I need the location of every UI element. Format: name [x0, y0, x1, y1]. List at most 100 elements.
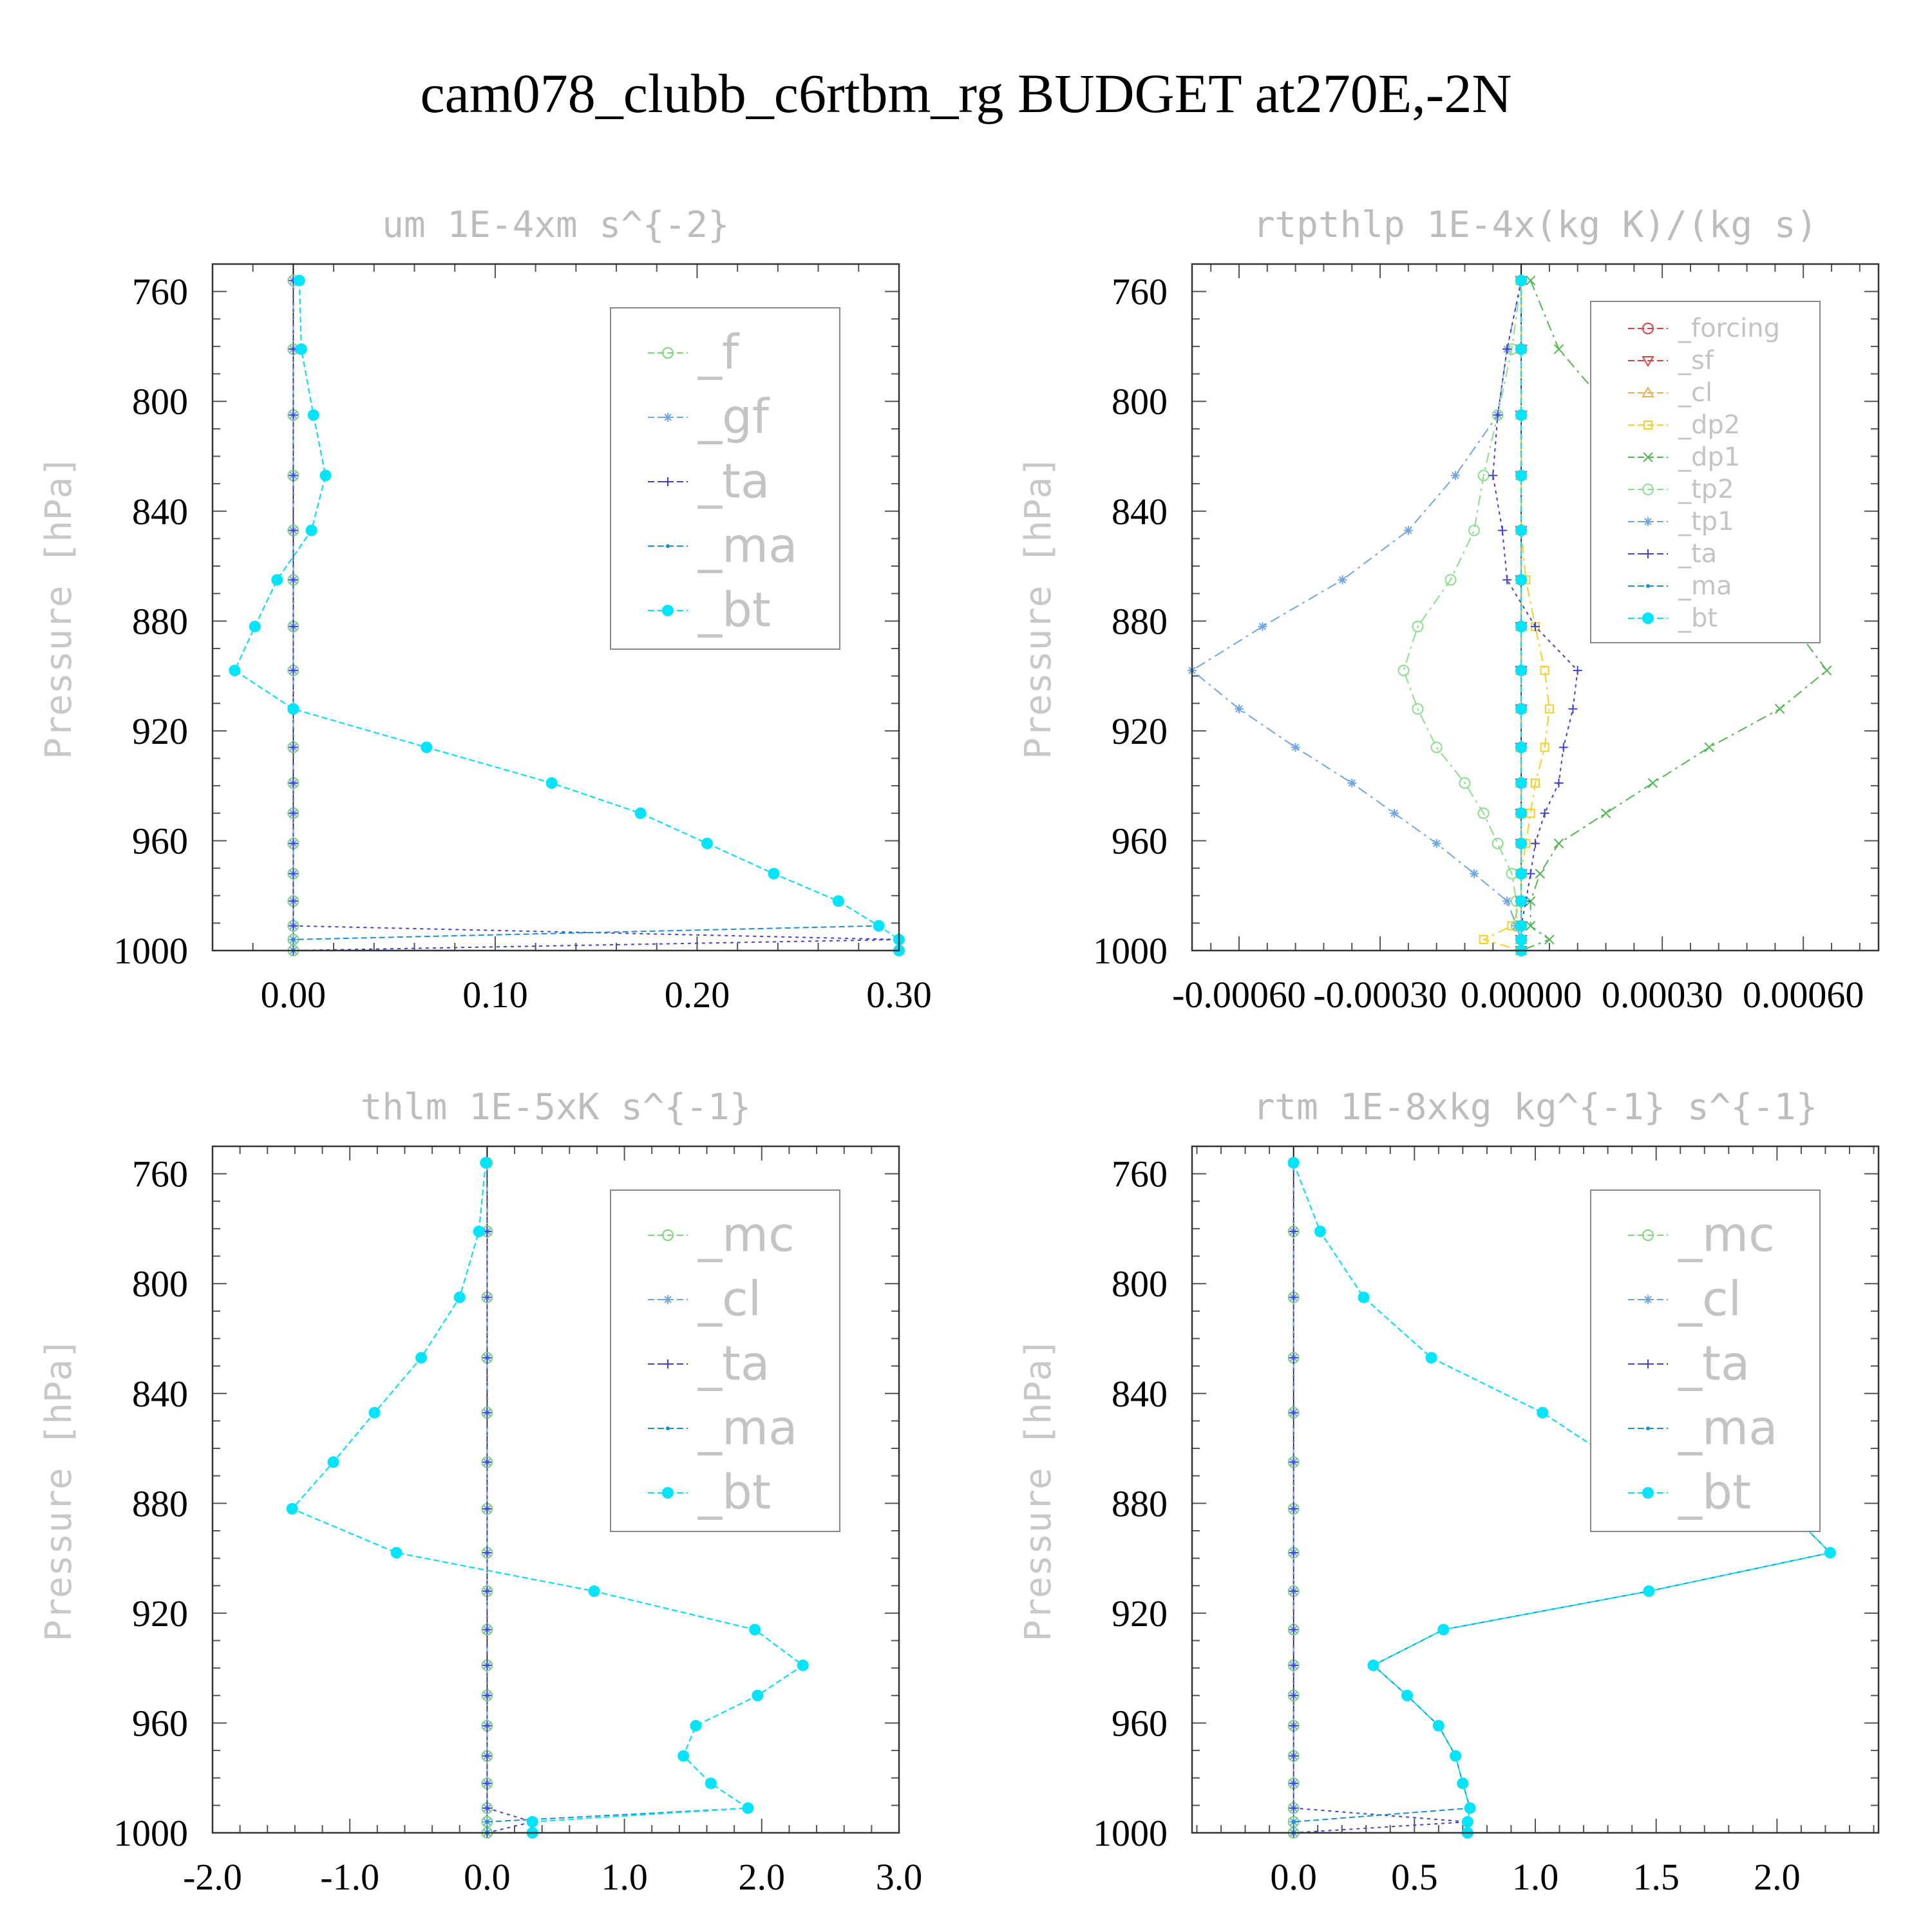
data-point-dp2	[1479, 934, 1488, 944]
data-point-ta	[482, 1625, 492, 1634]
data-point-ta	[1289, 1690, 1298, 1700]
data-point-bt	[271, 574, 283, 586]
data-point-bt	[1515, 807, 1528, 819]
data-point-tp1	[1450, 471, 1460, 480]
data-point-ta	[1289, 1779, 1298, 1788]
data-point-tp1	[1338, 575, 1347, 585]
data-point-dp1	[1535, 868, 1546, 879]
legend-marker	[1646, 584, 1650, 588]
data-point-bt	[307, 409, 319, 421]
y-tick-label: 1000	[1093, 1812, 1168, 1854]
legend: _mc _cl _ta _ma _bt	[1590, 1189, 1821, 1532]
legend-entry: _cl	[697, 1271, 761, 1327]
data-point-bt	[1515, 409, 1528, 421]
data-point-bt	[286, 1502, 298, 1515]
legend-marker	[1643, 1359, 1653, 1368]
data-point-bt	[453, 1291, 466, 1303]
data-point-bt	[319, 469, 332, 482]
data-point-bt	[1401, 1689, 1414, 1701]
data-point-bt	[1432, 1719, 1444, 1732]
data-point-bt	[545, 777, 558, 789]
y-tick-label: 800	[132, 1263, 188, 1305]
x-tick-label: -1.0	[320, 1856, 379, 1898]
y-tick-label: 920	[1112, 710, 1168, 752]
legend-entry: _bt	[1678, 1464, 1751, 1520]
legend-entry: _mc	[1678, 1207, 1775, 1262]
data-point-bt	[1515, 469, 1528, 482]
x-tick-label: 0.20	[665, 974, 730, 1016]
legend-entry: _ta	[1678, 1336, 1750, 1391]
data-point-bt	[701, 837, 714, 849]
data-point-tp2	[1459, 777, 1471, 789]
data-point-ta	[482, 1721, 492, 1730]
y-tick-label: 880	[132, 600, 188, 642]
data-point-ta	[289, 526, 298, 535]
y-tick-label: 840	[1112, 1373, 1168, 1415]
panel-1: um 1E-4xm s^{-2} Pressure [hPa] 760 800 840 8…	[38, 204, 932, 1016]
legend-entry: _f	[697, 325, 740, 380]
y-tick-label: 800	[1112, 1263, 1168, 1305]
data-point-tp1	[1291, 743, 1300, 752]
y-tick-label: 960	[132, 820, 188, 862]
x-tick-label: 1.5	[1633, 1856, 1680, 1898]
data-point-bt	[1515, 665, 1528, 677]
data-point-tp1	[1432, 838, 1441, 848]
data-point-bt	[390, 1547, 402, 1559]
legend-entry: _dp1	[1678, 442, 1740, 472]
y-tick-label: 960	[1112, 820, 1168, 862]
data-point-ta	[482, 1751, 492, 1761]
legend-marker	[1642, 612, 1654, 624]
y-tick-label: 960	[132, 1702, 188, 1744]
data-point-bt	[1515, 920, 1528, 932]
data-point-dp1	[1525, 920, 1536, 931]
data-point-dp2	[1531, 778, 1540, 788]
data-point-ta	[1289, 1721, 1298, 1730]
legend-entry: _tp1	[1678, 507, 1734, 536]
data-point-bt	[1515, 274, 1528, 287]
data-point-bt	[873, 920, 885, 932]
x-tick-label: -0.00030	[1313, 974, 1447, 1016]
series-line-tp2	[1403, 280, 1522, 951]
panel-title: rtm 1E-8xkg kg^{-1} s^{-1}	[1253, 1086, 1818, 1128]
plot-frame	[1191, 263, 1880, 952]
data-point-tp2	[1492, 837, 1504, 849]
legend-entry: _dp2	[1678, 410, 1740, 440]
legend-marker	[663, 413, 672, 422]
legend-entry: _ma	[1678, 1400, 1777, 1455]
data-point-ta	[1531, 838, 1540, 848]
data-point-bt	[1515, 574, 1528, 586]
x-tick-label: 0.00030	[1602, 974, 1723, 1016]
legend-entry: _bt	[1678, 603, 1718, 633]
data-point-ta	[482, 1660, 492, 1670]
data-point-bt	[1515, 741, 1528, 753]
panel-3: thlm 1E-5xK s^{-1} Pressure [hPa] 760 800 84…	[38, 1086, 922, 1898]
data-point-bt	[415, 1352, 428, 1364]
data-point-ma	[291, 937, 296, 942]
y-tick-label: 760	[132, 271, 188, 313]
y-tick-label: 960	[1112, 1702, 1168, 1744]
y-tick-label: 760	[1112, 1153, 1168, 1195]
data-point-ta	[1289, 1408, 1298, 1417]
legend-box	[610, 1189, 840, 1532]
legend-marker	[1643, 517, 1653, 526]
y-tick-label: 1000	[113, 930, 188, 972]
legend-marker	[666, 1426, 670, 1430]
y-axis-label: Pressure [hPa]	[1018, 455, 1059, 759]
data-point-dp2	[1540, 666, 1549, 676]
data-point-dp1	[1647, 778, 1658, 788]
data-point-dp2	[1544, 704, 1554, 714]
page-title: cam078_clubb_c6rtbm_rg BUDGET at270E,-2N	[420, 62, 1512, 124]
x-tick-label: 0.0	[464, 1856, 511, 1898]
legend-entry: _forcing	[1678, 314, 1780, 343]
legend-marker	[1642, 1229, 1654, 1241]
series-line-ta	[1492, 280, 1578, 951]
data-point-ta	[1568, 704, 1578, 714]
panel-title: thlm 1E-5xK s^{-1}	[361, 1086, 752, 1128]
data-point-bt	[1515, 703, 1528, 715]
legend-marker	[663, 1295, 672, 1304]
data-point-bt	[832, 895, 844, 907]
data-point-dp1	[1821, 665, 1832, 676]
data-point-bt	[797, 1659, 809, 1671]
data-point-dp1	[1774, 704, 1785, 714]
